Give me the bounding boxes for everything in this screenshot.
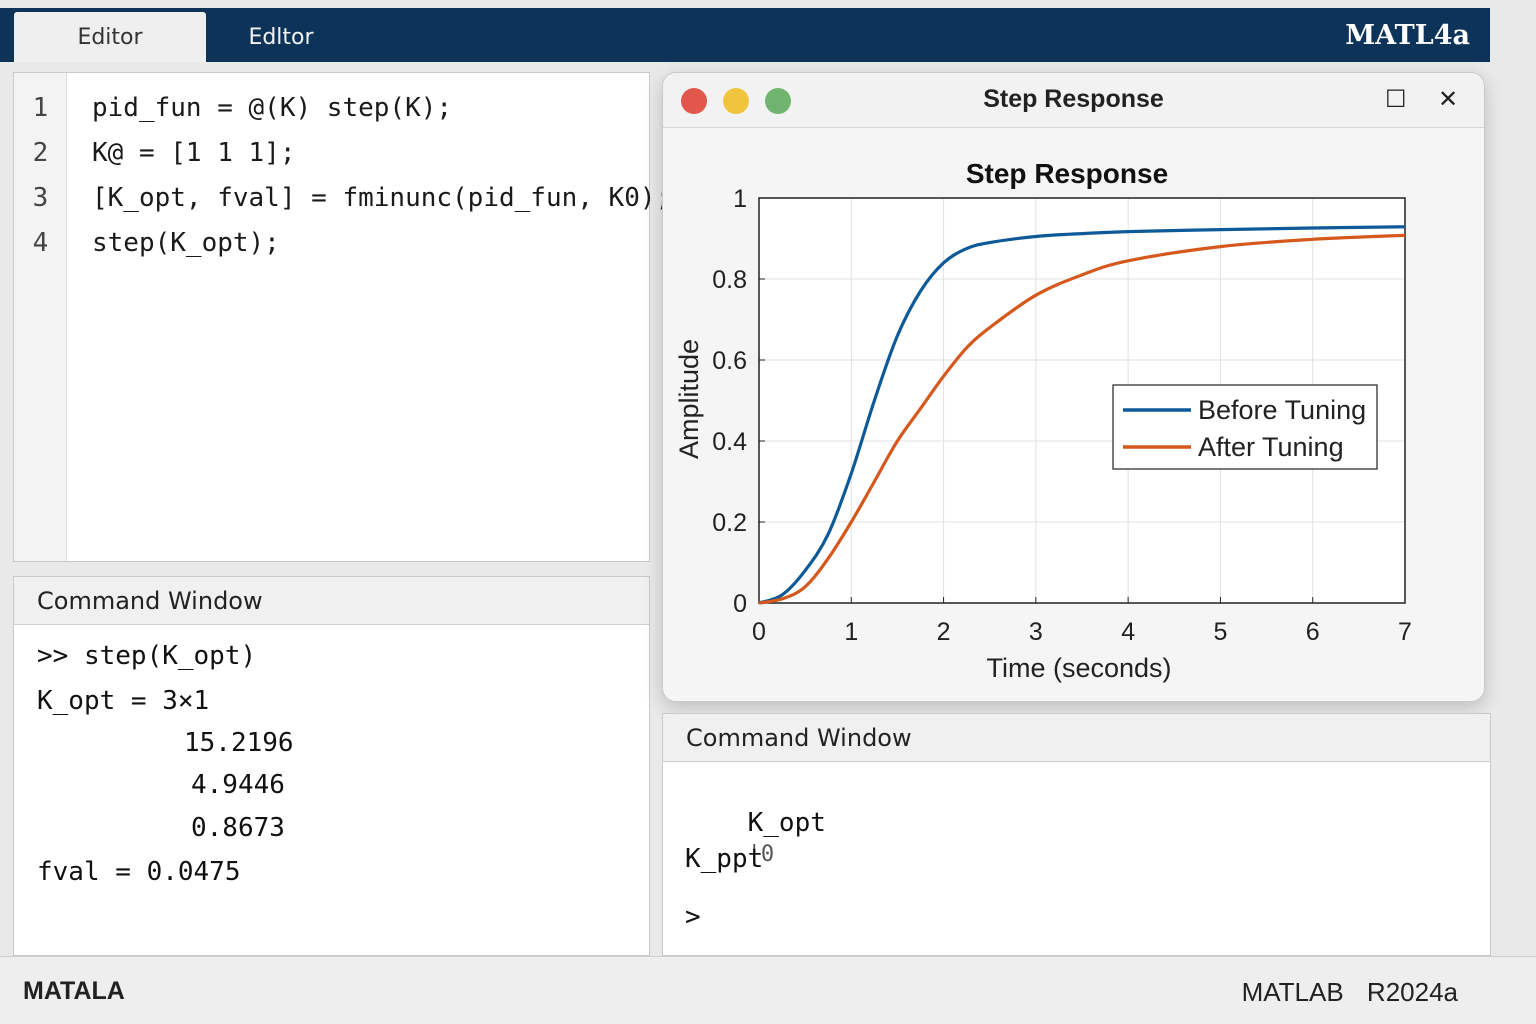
- status-version-label: MATLAB R2024a: [1241, 977, 1458, 1007]
- line-number: 4: [32, 228, 49, 258]
- command-line: K_ppt: [685, 844, 764, 874]
- y-tick-label: 0.4: [712, 428, 747, 456]
- status-bar: MATALA MATLAB R2024a: [0, 956, 1536, 1024]
- legend-label: After Tuning: [1198, 432, 1344, 462]
- command-line: K_opt |0: [685, 778, 826, 898]
- x-tick-label: 7: [1398, 618, 1412, 646]
- chart-title: Step Response: [966, 158, 1168, 189]
- title-bar: Editor Edltor MATL4a: [0, 0, 1536, 62]
- status-left-label: MATALA: [23, 977, 125, 1005]
- x-tick-label: 5: [1213, 618, 1227, 646]
- line-number: 3: [32, 183, 49, 213]
- x-tick-label: 2: [937, 618, 951, 646]
- line-number-gutter: 1 2 3 4: [14, 73, 67, 561]
- x-tick-label: 6: [1306, 618, 1320, 646]
- command-window-header: Command Window: [14, 577, 649, 625]
- figure-title: Step Response: [983, 85, 1164, 113]
- close-icon[interactable]: ✕: [1438, 85, 1459, 113]
- series-line-after-tuning: [758, 233, 1406, 605]
- command-output-line: 0.8673: [191, 813, 285, 843]
- minimize-window-dot[interactable]: [723, 88, 749, 114]
- close-window-dot[interactable]: [681, 88, 707, 114]
- y-tick-label: 0.6: [712, 347, 747, 375]
- command-output-line: 15.2196: [184, 728, 294, 758]
- x-tick-label: 4: [1121, 618, 1135, 646]
- x-tick-label: 0: [752, 618, 766, 646]
- code-line[interactable]: pid_fun = @(K) step(K);: [92, 93, 453, 123]
- command-window-left[interactable]: Command Window >> step(K_opt) K_opt = 3×…: [13, 576, 650, 956]
- code-line[interactable]: step(K_opt);: [92, 228, 280, 258]
- zoom-window-dot[interactable]: [765, 88, 791, 114]
- x-tick-label: 1: [844, 618, 858, 646]
- y-axis-label: Amplitude: [674, 339, 704, 459]
- plot-frame: [758, 197, 1406, 604]
- y-tick-label: 0.8: [712, 266, 747, 294]
- series-line-before-tuning: [758, 225, 1406, 605]
- figure-title-bar[interactable]: Step Response ☐ ✕: [663, 73, 1484, 128]
- y-tick-label: 0.2: [712, 509, 747, 537]
- line-number: 2: [32, 138, 49, 168]
- command-output-line: K_opt = 3×1: [37, 686, 210, 716]
- command-window-header: Command Window: [663, 714, 1490, 762]
- legend-label: Before Tuning: [1198, 395, 1366, 425]
- tab-editor-2[interactable]: Edltor: [206, 12, 356, 62]
- maximize-icon[interactable]: ☐: [1385, 85, 1407, 113]
- command-window-right[interactable]: Command Window K_opt |0 K_ppt >: [662, 713, 1491, 956]
- command-text: K_opt: [747, 808, 826, 838]
- command-cursor-suffix: |0: [747, 842, 775, 867]
- app-brand: MATL4a: [1345, 20, 1470, 51]
- command-output-line: >> step(K_opt): [37, 641, 257, 671]
- command-prompt[interactable]: >: [685, 902, 701, 932]
- code-line[interactable]: [K_opt, fval] = fminunc(pid_fun, K0);: [92, 183, 672, 213]
- y-tick-label: 0: [733, 590, 747, 618]
- code-editor[interactable]: 1 2 3 4 pid_fun = @(K) step(K); K@ = [1 …: [13, 72, 671, 562]
- x-axis-label: Time (seconds): [986, 653, 1171, 683]
- tab-editor[interactable]: Editor: [14, 12, 206, 62]
- step-response-chart: Step Response Time (seconds) Amplitude 0…: [674, 158, 1412, 683]
- command-output-line: fval = 0.0475: [37, 857, 241, 887]
- y-tick-label: 1: [733, 185, 747, 213]
- line-number: 1: [32, 93, 49, 123]
- x-tick-label: 3: [1029, 618, 1043, 646]
- code-line[interactable]: K@ = [1 1 1];: [92, 138, 296, 168]
- figure-window[interactable]: Step Response ☐ ✕ Step Response Time (se…: [662, 72, 1485, 702]
- chart-legend: [1112, 384, 1378, 470]
- command-output-line: 4.9446: [191, 770, 285, 800]
